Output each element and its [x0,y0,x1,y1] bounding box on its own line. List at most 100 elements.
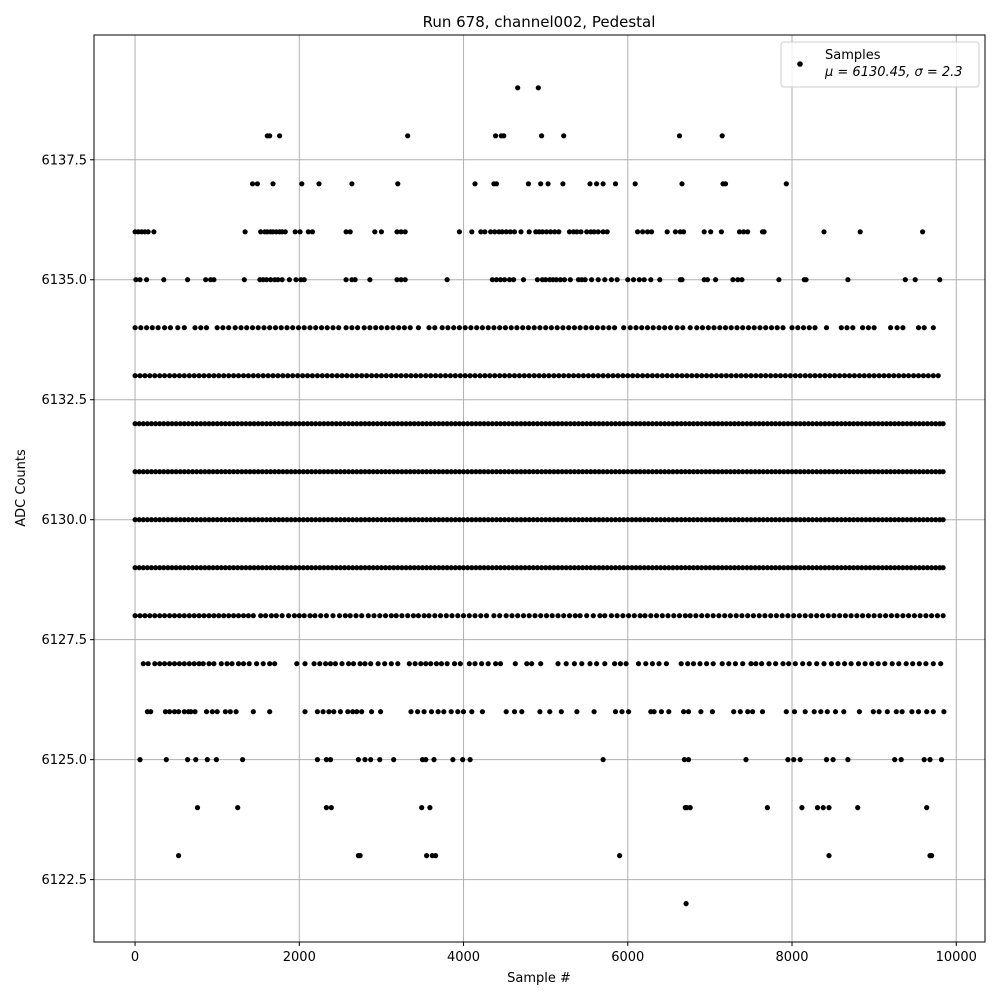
data-point [424,853,430,859]
data-point [658,421,664,427]
data-point [465,517,471,523]
data-point [194,421,200,427]
data-point [144,325,150,331]
data-point [369,373,375,379]
data-point [783,709,789,715]
data-point [870,709,876,715]
data-point [157,469,163,475]
data-point [272,517,278,523]
data-point [189,517,196,523]
data-point [292,469,298,475]
data-point [415,517,421,523]
data-point [324,373,330,379]
data-point [514,565,520,571]
data-point [441,709,447,715]
data-point [826,517,832,523]
data-point [768,373,774,379]
data-point [549,613,555,619]
data-point [403,373,409,379]
data-point [539,229,546,235]
data-point [596,421,602,427]
data-point [506,421,512,427]
data-point [539,469,545,475]
data-point [830,517,836,523]
data-point [349,373,355,379]
data-point [314,709,320,715]
x-tick-label: 2000 [283,950,316,965]
data-point [203,325,210,331]
data-point [489,517,495,523]
data-point [235,517,241,523]
data-point [791,709,798,715]
data-point [594,325,601,331]
data-point [686,421,693,427]
data-point [510,421,516,427]
data-point [201,613,207,619]
data-point [781,469,787,475]
data-point [653,517,660,523]
data-point [227,709,233,715]
data-point [378,325,384,331]
data-point [245,613,251,619]
data-point [777,373,784,379]
data-point [670,565,676,571]
data-point [255,469,261,475]
data-point [648,613,654,619]
data-point [629,469,635,475]
data-point [460,565,467,571]
data-point [748,565,754,571]
data-point [719,661,725,667]
data-point [567,517,573,523]
data-point [361,325,367,331]
data-point [165,421,171,427]
data-point [875,517,881,523]
data-point [674,325,680,331]
data-point [325,565,331,571]
data-point [323,661,329,667]
data-point [859,469,865,475]
data-point [713,277,719,283]
data-point [406,661,412,667]
data-point [920,373,927,379]
data-point [431,757,437,763]
x-axis-label: Sample # [507,971,571,986]
data-point [350,469,356,475]
data-point [346,517,352,523]
data-point [785,517,791,523]
data-point [377,613,383,619]
data-point [259,517,265,523]
data-point [910,661,916,667]
data-point [911,613,918,619]
data-point [800,661,806,667]
data-point [428,517,434,523]
data-point [238,325,244,331]
data-point [906,373,912,379]
data-point [649,517,656,523]
data-point [748,373,754,379]
data-point [235,613,242,619]
data-point [871,325,877,331]
data-point [635,661,642,667]
data-point [760,421,766,427]
data-point [888,421,894,427]
data-point [797,565,803,571]
data-point [602,277,608,283]
data-point [421,709,427,715]
data-point [563,517,569,523]
data-point [682,517,688,523]
data-point [254,181,260,187]
data-point [680,325,686,331]
data-point [333,517,339,523]
data-point [623,661,629,667]
data-point [489,469,495,475]
data-point [359,373,365,379]
data-point [235,805,241,811]
data-point [753,661,759,667]
data-point [321,421,327,427]
data-point [206,613,212,619]
data-point [883,565,890,571]
data-point [715,469,721,475]
data-point [317,565,323,571]
data-point [708,373,715,379]
data-point [666,421,672,427]
